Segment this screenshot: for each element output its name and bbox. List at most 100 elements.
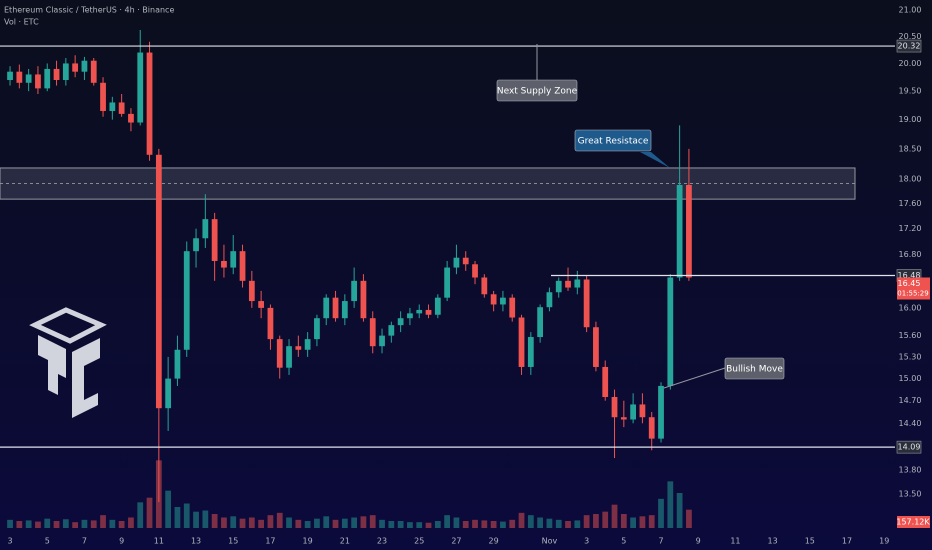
volume-bar	[648, 515, 655, 528]
volume-bar	[518, 512, 525, 528]
volume-bar	[230, 516, 237, 528]
candle-body	[397, 318, 404, 326]
volume-bar	[25, 520, 32, 528]
volume-bar	[351, 517, 358, 528]
level-label: 20.32	[898, 42, 921, 51]
y-tick-label: 20.50	[899, 32, 922, 41]
candle-body	[500, 297, 506, 305]
volume-bar	[620, 514, 627, 528]
candle-body	[25, 74, 32, 83]
candle-body	[444, 267, 451, 298]
volume-bar	[109, 519, 116, 528]
x-tick-label: 11	[154, 537, 164, 546]
volume-bar	[118, 521, 125, 528]
candle-body	[593, 327, 599, 367]
volume-bar	[53, 521, 60, 528]
level-label: 16.48	[898, 271, 921, 280]
volume-bar	[267, 515, 274, 528]
candle-body	[565, 280, 571, 288]
volume-bar	[276, 512, 283, 528]
volume-bar	[62, 519, 69, 528]
countdown: 01:55:29	[897, 290, 928, 298]
candle-body	[369, 318, 376, 347]
candle-body	[490, 294, 497, 305]
volume-bar	[425, 522, 432, 528]
candle-body	[16, 71, 23, 83]
volume-bar	[7, 519, 13, 528]
volume-bar	[462, 521, 469, 528]
annotation-connector	[663, 367, 726, 389]
y-tick-label: 15.60	[899, 331, 922, 340]
x-tick-label: 23	[377, 537, 387, 546]
level-tag	[896, 440, 922, 454]
volume-bar	[500, 521, 506, 528]
volume-bar	[444, 515, 451, 528]
candle-body	[527, 337, 534, 367]
volume-bar	[248, 517, 255, 528]
volume-bar	[676, 493, 683, 528]
candle-body	[7, 71, 13, 81]
candle-body	[276, 339, 283, 368]
x-tick-label: 19	[879, 537, 889, 546]
volume-bar	[472, 519, 478, 528]
volume-bar	[397, 521, 404, 528]
annotation-box	[496, 79, 578, 102]
volume-bar	[146, 497, 153, 528]
y-tick-label: 16.80	[899, 250, 922, 259]
candle-body	[379, 335, 385, 347]
volume-bar	[639, 516, 646, 528]
volume-bar	[379, 519, 385, 528]
candle-body	[211, 219, 218, 261]
y-tick-label: 14.40	[899, 419, 922, 428]
candle-body	[472, 264, 478, 278]
volume-bar	[44, 518, 51, 528]
volume-bar	[658, 498, 664, 528]
candle-body	[676, 184, 683, 278]
volume-bar	[211, 514, 218, 528]
volume-bar	[341, 518, 348, 528]
candle-body	[555, 280, 562, 293]
logo	[29, 307, 107, 418]
x-tick-label: 21	[340, 537, 350, 546]
candle-body	[648, 417, 655, 439]
candle-body	[602, 366, 609, 397]
candle-body	[165, 378, 172, 409]
candle-body	[462, 257, 469, 265]
volume-bar	[434, 521, 441, 528]
volume-label: 157.12K	[896, 518, 930, 527]
x-tick-label: 9	[119, 537, 124, 546]
annotation-text: Great Resistace	[578, 137, 649, 147]
volume-bar	[16, 521, 23, 528]
chart-subtitle: Vol · ETC	[4, 18, 39, 27]
candle-body	[314, 318, 320, 340]
volume-bar	[546, 518, 553, 528]
x-tick-label: 17	[265, 537, 275, 546]
x-tick-label: 9	[696, 537, 701, 546]
y-tick-label: 17.20	[899, 224, 922, 233]
candle-body	[239, 251, 246, 281]
y-tick-label: 13.50	[899, 490, 922, 499]
x-tick-label: 5	[621, 537, 626, 546]
candle-body	[258, 301, 265, 308]
candle-body	[537, 307, 544, 338]
volume-bar	[90, 520, 97, 528]
candle-body	[81, 60, 88, 72]
annotation-text: Next Supply Zone	[497, 87, 578, 97]
candle-body	[155, 154, 162, 409]
candle-body	[509, 297, 516, 318]
candle-body	[481, 277, 488, 295]
candle-body	[546, 292, 553, 308]
volume-bar	[35, 521, 41, 528]
volume-bar	[239, 518, 246, 528]
x-tick-label: 5	[45, 537, 50, 546]
y-tick-label: 17.60	[899, 199, 922, 208]
candle-body	[53, 68, 60, 81]
volume-bar	[360, 516, 367, 528]
volume-bar	[593, 514, 599, 528]
x-tick-label: 13	[191, 537, 201, 546]
candle-body	[630, 404, 637, 420]
volume-bar	[286, 517, 292, 528]
y-tick-label: 16.00	[899, 303, 922, 312]
candle-body	[267, 307, 274, 340]
candle-body	[193, 238, 199, 252]
